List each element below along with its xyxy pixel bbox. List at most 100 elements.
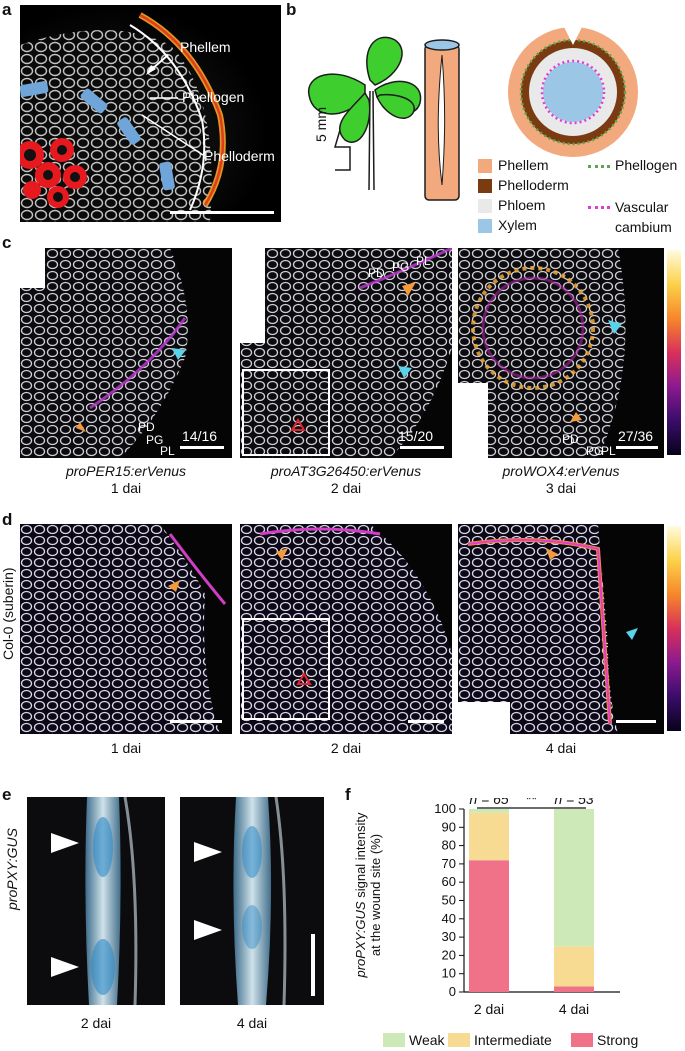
d1-caption: 1 dai xyxy=(110,740,142,756)
phellogen-annotation: Phellogen xyxy=(182,89,245,105)
d2-scale-bar xyxy=(408,720,444,723)
x-category-label: 4 dai xyxy=(559,1001,589,1017)
y-tick-label: 40 xyxy=(442,911,456,926)
legend-label-weak: Weak xyxy=(409,1032,445,1048)
bar-segment-intermediate xyxy=(469,812,509,861)
panel-d-image-2 xyxy=(240,524,452,734)
panel-label-c: c xyxy=(2,233,12,252)
stem-segment-illustration xyxy=(424,39,460,201)
legend-swatch-phloem xyxy=(478,199,492,213)
panel-e-image-1 xyxy=(27,797,165,1005)
e1-caption: 2 dai xyxy=(80,1015,112,1031)
y-tick-label: 60 xyxy=(442,874,456,889)
panel-c-image-1: PD PG PL 14/16 xyxy=(20,248,232,458)
c1-time: 1 dai xyxy=(110,480,142,496)
cross-section-diagram xyxy=(508,25,638,157)
legend-label-phloem: Phloem xyxy=(498,197,546,213)
c1-scale-bar xyxy=(180,446,224,449)
y-tick-label: 20 xyxy=(442,947,456,962)
c2-layer-pl: PL xyxy=(416,254,431,268)
panel-e-image-2 xyxy=(180,797,324,1005)
c2-time: 2 dai xyxy=(330,480,362,496)
panel-b-schematic: 5 mm xyxy=(295,25,675,235)
c2-scale-bar xyxy=(400,446,444,449)
y-tick-label: 10 xyxy=(442,966,456,981)
d3-caption: 4 dai xyxy=(545,740,577,756)
c2-layer-pd: PD xyxy=(368,266,385,280)
c1-layer-pl: PL xyxy=(160,444,175,458)
legend-label-strong: Strong xyxy=(597,1032,639,1048)
panel-label-a: a xyxy=(2,0,12,19)
c2-ratio: 15/20 xyxy=(398,428,434,444)
y-tick-label: 70 xyxy=(442,856,456,871)
x-category-label: 2 dai xyxy=(474,1001,504,1017)
c2-caption: proAT3G26450:erVenus 2 dai xyxy=(240,463,452,497)
panel-label-f: f xyxy=(345,785,351,804)
legend-label-phellem: Phellem xyxy=(498,157,549,173)
c1-layer-pd: PD xyxy=(138,420,155,434)
arrowhead-1 xyxy=(51,833,79,853)
bar-segment-strong xyxy=(469,860,509,992)
col0-suberin-row-label: Col-0 (suberin) xyxy=(0,567,16,660)
plant-schematic xyxy=(308,25,638,201)
y-axis-label-italic: proPXY:GUS xyxy=(353,901,368,978)
c1-ratio: 14/16 xyxy=(182,428,218,444)
c1-construct: proPER15:erVenus xyxy=(65,463,187,479)
y-tick-label: 90 xyxy=(442,819,456,834)
panel-d-image-1 xyxy=(20,524,232,734)
c3-time: 3 dai xyxy=(545,480,577,496)
y-tick-label: 0 xyxy=(449,984,456,999)
panel-c-image-3: PD PG PL 27/36 xyxy=(458,248,664,458)
c3-construct: proWOX4:erVenus xyxy=(502,463,620,479)
significance-stars: ** xyxy=(526,798,537,807)
propxy-gus-row-label: proPXY:GUS xyxy=(4,828,20,910)
legend-label-xylem: Xylem xyxy=(498,217,537,233)
legend-swatch-weak xyxy=(383,1033,405,1047)
y-tick-label: 80 xyxy=(442,838,456,853)
panel-f-chart: 0 10 20 30 40 50 60 70 80 90 100 2 dai n = 65 4 dai n … xyxy=(350,791,685,1028)
legend-label-intermediate: Intermediate xyxy=(474,1032,552,1048)
plant-scale-label: 5 mm xyxy=(313,107,329,142)
panel-label-e: e xyxy=(2,785,12,804)
legend-label-phelloderm: Phelloderm xyxy=(498,177,569,193)
y-tick-label: 50 xyxy=(442,893,456,908)
legend-swatch-strong xyxy=(571,1033,593,1047)
c3-layer-pl: PL xyxy=(601,444,616,458)
stacked-bar-chart: 0 10 20 30 40 50 60 70 80 90 100 2 dai n = 65 4 dai n … xyxy=(434,791,620,1017)
scale-bar xyxy=(170,211,274,214)
y-axis-label: proPXY:GUS signal intensity at the wound … xyxy=(353,812,383,978)
c3-scale-bar xyxy=(616,446,658,449)
d2-caption: 2 dai xyxy=(330,740,362,756)
legend-swatch-xylem xyxy=(478,219,492,233)
arrowhead-4 xyxy=(194,920,222,940)
y-tick-label: 30 xyxy=(442,929,456,944)
bar-segment-intermediate xyxy=(554,946,594,987)
bar-segment-weak xyxy=(469,809,509,813)
c1-layer-pg: PG xyxy=(146,433,164,447)
y-tick-label: 100 xyxy=(434,801,456,816)
legend-swatch-phellem xyxy=(478,159,492,173)
phelloderm-annotation: Phelloderm xyxy=(204,148,275,164)
legend-swatch-vascular-cambium xyxy=(588,206,610,209)
n-label: n = 53 xyxy=(554,798,594,807)
panel-a-micrograph: Phellem Phellogen Phelloderm xyxy=(20,5,281,222)
seedling-illustration xyxy=(308,36,422,143)
d1-scale-bar xyxy=(170,720,222,723)
legend-swatch-phelloderm xyxy=(478,179,492,193)
panel-c-colorbar xyxy=(667,250,681,455)
legend-swatch-intermediate xyxy=(448,1033,470,1047)
panel-d-image-3 xyxy=(458,524,664,734)
c3-layer-pg: PG xyxy=(586,444,604,458)
e2-caption: 4 dai xyxy=(236,1015,268,1031)
bar-segment-strong xyxy=(554,986,594,992)
e-scale-bar xyxy=(311,934,315,996)
c3-layer-pd: PD xyxy=(562,432,579,446)
panel-d-colorbar xyxy=(667,526,681,731)
legend-label-vascular-cambium: Vascular cambium xyxy=(615,199,672,235)
arrowhead-3 xyxy=(194,842,222,862)
c2-layer-pg: PG xyxy=(392,260,410,274)
c2-construct: proAT3G26450:erVenus xyxy=(270,463,422,479)
phellem-annotation: Phellem xyxy=(180,39,231,55)
c3-ratio: 27/36 xyxy=(618,428,654,444)
root-cross-section-image xyxy=(20,5,281,222)
